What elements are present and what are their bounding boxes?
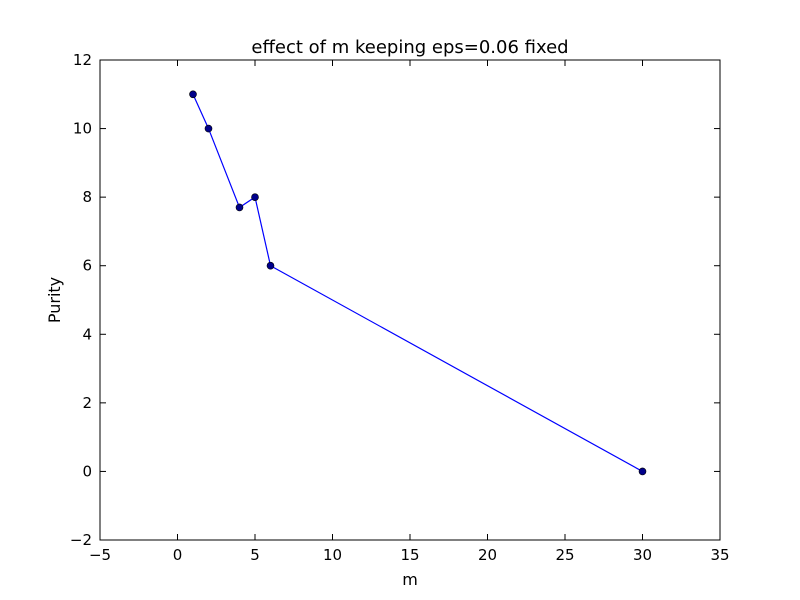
x-tick-label: 5 — [250, 546, 260, 564]
y-tick-label: 12 — [73, 51, 92, 69]
series-layer — [189, 90, 647, 476]
x-tick-label: 10 — [323, 546, 342, 564]
x-tick-label: 20 — [478, 546, 497, 564]
x-tick-label: 25 — [555, 546, 574, 564]
data-point — [235, 203, 244, 212]
y-tick-label: 0 — [82, 462, 92, 480]
data-point — [189, 90, 197, 99]
series-line — [192, 94, 643, 472]
data-point — [638, 467, 647, 476]
x-tick-label: 0 — [173, 546, 183, 564]
y-tick-label: 4 — [82, 325, 92, 343]
x-tick-label: 15 — [400, 546, 419, 564]
ticks-layer: −5 0 5 10 15 20 25 30 35 −2 0 2 4 6 8 10 12 — [70, 51, 730, 564]
y-axis-label: Purity — [45, 277, 64, 323]
data-point — [204, 124, 213, 133]
y-tick-label: −2 — [70, 531, 92, 549]
chart-title: effect of m keeping eps=0.06 fixed — [251, 37, 568, 58]
y-tick-label: 6 — [82, 257, 92, 275]
x-tick-label: −5 — [89, 546, 111, 564]
x-tick-label: 35 — [710, 546, 729, 564]
data-point — [266, 261, 275, 270]
x-tick-label: 30 — [633, 546, 652, 564]
plot-frame — [99, 59, 721, 541]
plot-area — [100, 60, 720, 540]
x-axis-label: m — [402, 570, 418, 589]
y-tick-label: 10 — [73, 120, 92, 138]
data-point — [251, 193, 259, 201]
y-tick-label: 2 — [82, 394, 92, 412]
y-tick-label: 8 — [82, 188, 92, 206]
